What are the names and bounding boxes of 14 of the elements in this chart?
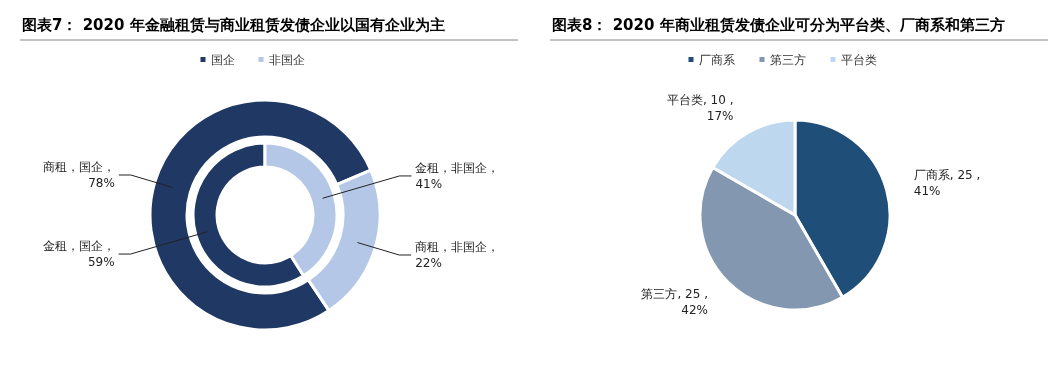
data-label: 金租，非国企，41% [415,160,500,191]
legend-label: 第三方 [769,53,806,67]
legend-label: 非国企 [268,53,305,67]
chart-title: 图表7： 2020 年金融租赁与商业租赁发债企业以国有企业为主 [22,16,445,34]
data-label: 平台类, 10 ,17% [666,93,734,124]
data-label: 第三方, 25 ,42% [641,286,709,317]
data-label: 厂商系, 25 ,41% [913,168,981,199]
chart-title: 图表8： 2020 年商业租赁发债企业可分为平台类、厂商系和第三方 [552,16,1005,34]
data-label: 商租，国企，78% [42,160,115,190]
legend-label: 厂商系 [698,53,735,67]
data-label: 商租，非国企，22% [415,240,500,270]
data-label: 金租，国企，59% [42,239,115,270]
legend-label: 平台类 [840,53,877,67]
legend-label: 国企 [210,53,235,67]
